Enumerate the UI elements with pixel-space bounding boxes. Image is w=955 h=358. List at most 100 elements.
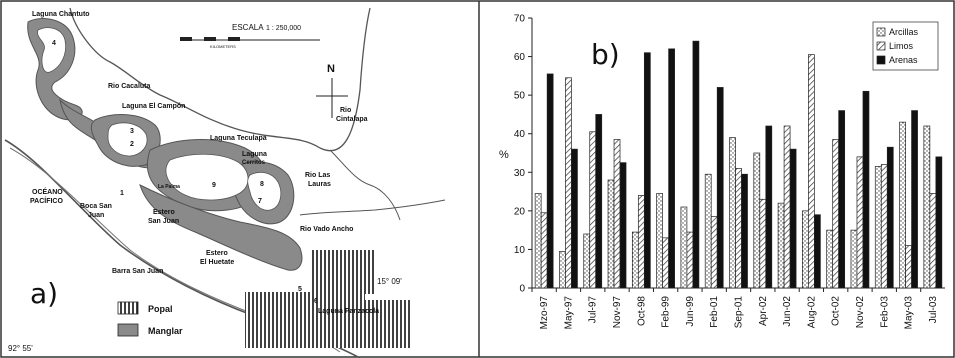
bar-arenas-feb-99 (668, 48, 675, 289)
x-tick-label: Aug-02 (806, 296, 817, 329)
x-tick-label: May-97 (563, 296, 574, 330)
water-chantuto (37, 27, 67, 73)
popal-area-3 (365, 300, 410, 348)
label-oceano-1: OCÉANO (32, 187, 63, 196)
label-teculapa: Laguna Teculapa (210, 135, 267, 142)
popal-area-2 (245, 292, 365, 348)
svg-text:N: N (327, 63, 335, 75)
station-4: 4 (52, 40, 56, 47)
y-tick-label: 60 (514, 52, 526, 63)
x-tick-label: Oct-98 (636, 296, 647, 326)
north-arrow: N (316, 63, 348, 118)
station-6: 6 (314, 298, 318, 305)
bar-arcillas-may-03 (899, 121, 906, 289)
bar-arenas-may-03 (911, 110, 918, 289)
y-tick-label: 10 (514, 245, 526, 256)
bar-arenas-jul-03 (935, 156, 943, 289)
inland-boundary (69, 7, 371, 152)
bar-arenas-aug-02 (814, 214, 821, 289)
y-tick-label: 30 (514, 168, 526, 179)
bar-arenas-jun-99 (692, 40, 700, 289)
legend-swatch-limos (876, 41, 886, 51)
label-cintalapa-2: Cintalapa (336, 116, 368, 123)
bar-arcillas-feb-99 (656, 193, 663, 289)
bar-arenas-feb-03 (886, 146, 894, 289)
bar-arcillas-jun-02 (777, 202, 785, 289)
y-tick-label: 0 (519, 284, 525, 295)
bar-limos-mzo-97 (540, 212, 548, 289)
bar-limos-oct-02 (832, 139, 840, 289)
bar-limos-may-03 (905, 245, 912, 289)
bar-arenas-jul-97 (595, 114, 603, 289)
x-tick-label: Apr-02 (758, 296, 769, 326)
x-tick-label: Feb-01 (709, 296, 720, 328)
x-tick-label: May-03 (904, 296, 915, 330)
bar-limos-feb-01 (710, 216, 718, 289)
label-vado: Rio Vado Ancho (300, 226, 353, 233)
label-cintalapa-1: Rio (340, 107, 351, 114)
bar-limos-jul-03 (929, 193, 937, 289)
label-barra: Barra San Juan (112, 268, 163, 275)
bar-arcillas-sep-01 (729, 137, 736, 289)
station-5: 5 (298, 286, 302, 293)
river-cintalapa (329, 149, 401, 221)
x-tick-label: Jul-03 (928, 296, 939, 324)
x-ticks: Mzo-97 May-97 Jul-97 Nov-97 Oct-98 Feb-99 Jun-… (531, 288, 939, 330)
bar-limos-jul-97 (589, 131, 597, 289)
station-1: 1 (120, 190, 124, 197)
bar-arcillas-feb-01 (704, 173, 712, 289)
label-panales: La Palma (158, 184, 180, 190)
river-vado (299, 199, 446, 216)
bar-arcillas-apr-02 (753, 152, 761, 289)
bar-limos-feb-03 (880, 164, 888, 289)
y-ticks: 0 10 20 30 40 50 60 70 (514, 14, 532, 295)
label-huetate-1: Estero (206, 250, 228, 257)
x-tick-label: Feb-99 (661, 296, 672, 328)
bar-arenas-feb-01 (716, 87, 724, 289)
y-tick-label: 40 (514, 129, 526, 140)
bar-arcillas-oct-98 (631, 231, 639, 289)
bar-limos-jun-99 (686, 231, 694, 289)
x-tick-label: Jul-97 (588, 296, 599, 324)
mangrove-southeast (139, 184, 303, 271)
legend-label-arcillas: Arcillas (889, 27, 919, 37)
x-tick-label: Sep-01 (734, 296, 745, 329)
bar-arcillas-nov-97 (607, 179, 615, 289)
bar-limos-aug-02 (808, 54, 815, 289)
label-cacaluta: Rio Cacaluta (108, 83, 151, 90)
bar-arcillas-jul-97 (583, 233, 591, 289)
svg-text:ESCALA: ESCALA (232, 23, 264, 32)
bar-limos-apr-02 (759, 198, 767, 289)
popal-area-1 (312, 250, 374, 294)
bar-limos-nov-97 (613, 139, 621, 289)
label-estero-sj-1: Estero (153, 209, 175, 216)
legend-label-popal: Popal (148, 304, 173, 314)
chart-panel-label: b) (591, 38, 620, 71)
bar-arenas-may-97 (571, 148, 578, 289)
legend-label-arenas: Arenas (889, 55, 918, 65)
legend-swatch-arcillas (876, 27, 886, 37)
map-panel-label: a) (30, 277, 58, 310)
label-cerritos-2: Cerritos (242, 160, 266, 166)
legend-label-manglar: Manglar (148, 326, 183, 336)
label-latitude: 15° 09' (377, 277, 402, 286)
bar-arcillas-oct-02 (826, 229, 834, 289)
label-campon: Laguna El Campón (122, 103, 185, 110)
x-tick-label: Nov-02 (855, 296, 866, 329)
label-estero-sj-2: San Juan (148, 218, 179, 225)
station-8: 8 (260, 181, 264, 188)
x-tick-label: Jun-99 (685, 296, 696, 327)
bar-limos-sep-01 (735, 168, 742, 289)
x-tick-label: Jun-02 (782, 296, 793, 327)
y-tick-label: 50 (514, 91, 526, 102)
svg-text:1 : 250,000: 1 : 250,000 (266, 25, 301, 32)
bar-arcillas-jun-99 (680, 206, 688, 289)
bar-arcillas-aug-02 (802, 210, 809, 289)
bar-limos-may-97 (565, 77, 572, 289)
label-longitude: 92° 55' (8, 344, 33, 353)
x-tick-label: Feb-03 (879, 296, 890, 328)
bars (534, 40, 943, 289)
svg-text:KILOMETERS: KILOMETERS (210, 44, 236, 49)
label-oceano-2: PACÍFICO (30, 196, 63, 205)
